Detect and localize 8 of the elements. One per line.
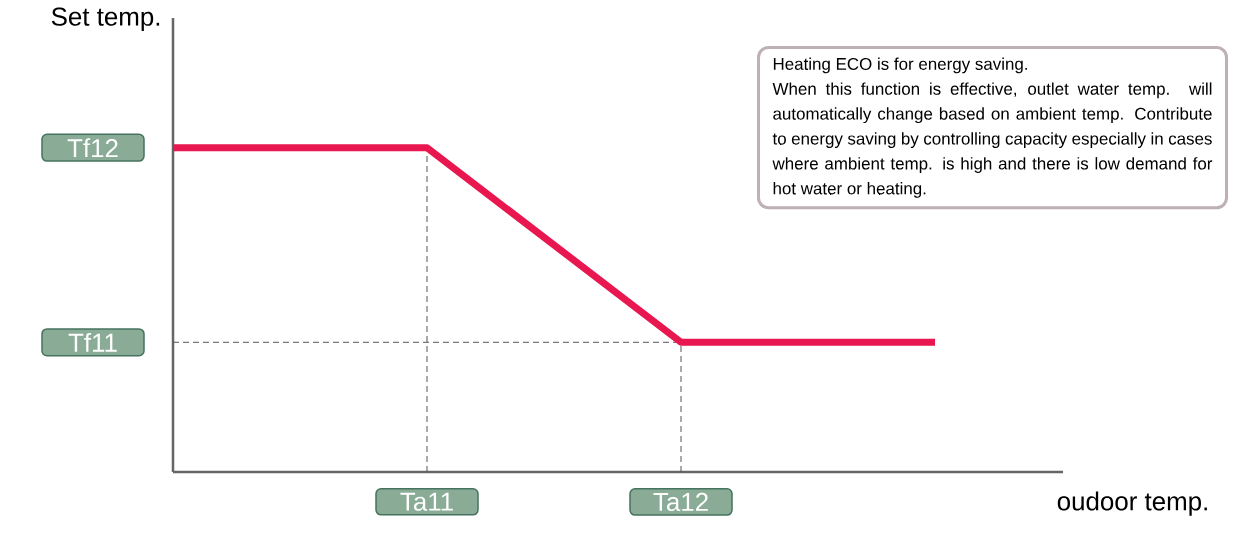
- y-axis-title: Set temp.: [51, 7, 160, 31]
- ref-line-label: Tf11: [68, 332, 117, 352]
- text: Tf12: [67, 138, 118, 158]
- x-tick-label: Ta12: [653, 492, 708, 512]
- x-axis-title: oudoor temp.: [1057, 491, 1207, 516]
- x-tick-label: Ta11: [400, 492, 453, 511]
- text: Heating ECO is for energy saving.: [773, 57, 1027, 74]
- annotation: When this function is effective, outlet water temp. will automatically change based on ambient temp. Contribute to energy saving by controlling capacity especially in cases where ambient temp. is high and there is low demand for hot water or heating.: [772, 82, 1213, 198]
